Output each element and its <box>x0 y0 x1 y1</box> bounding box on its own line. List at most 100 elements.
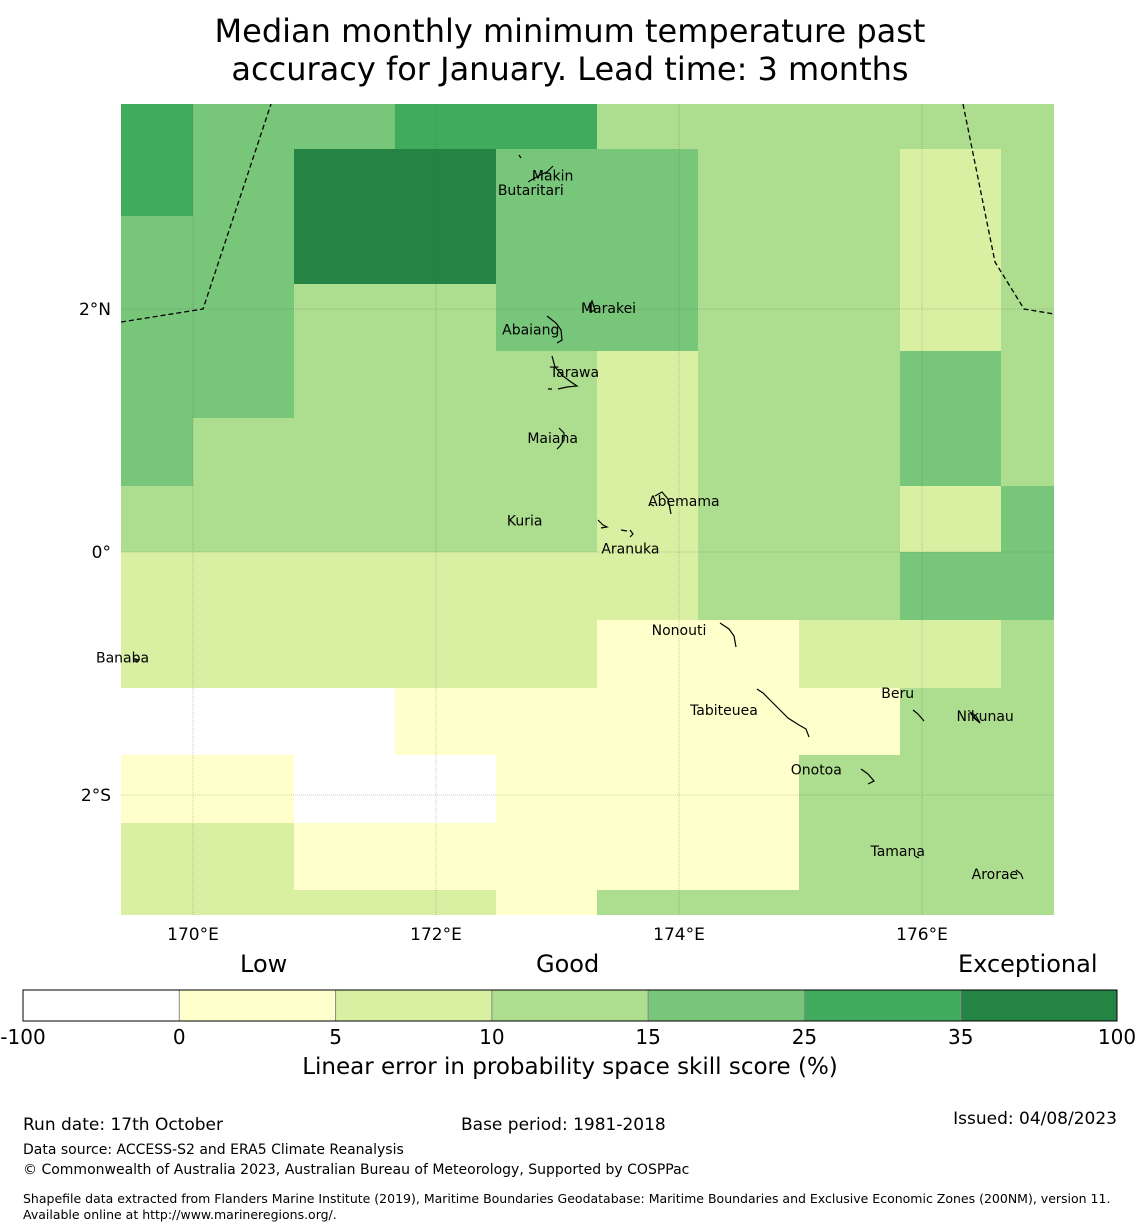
skill-cell <box>395 216 496 284</box>
skill-cell <box>698 149 799 216</box>
skill-cell <box>121 688 193 755</box>
skill-cell <box>496 486 597 552</box>
skill-cell <box>496 104 597 149</box>
skill-cell <box>900 552 1001 620</box>
colorbar-tick-label: 25 <box>792 1025 817 1049</box>
island-aranuka <box>620 529 634 538</box>
skill-cell <box>395 552 496 620</box>
colorbar-segment <box>648 990 805 1021</box>
island-tarawa <box>548 355 579 390</box>
colorbar-segment <box>335 990 492 1021</box>
skill-cell <box>496 149 597 216</box>
skill-cell <box>900 418 1001 486</box>
skill-cell <box>900 104 1001 149</box>
colorbar-tick-label: 15 <box>635 1025 660 1049</box>
y-tick-label: 2°N <box>79 300 111 320</box>
skill-cell <box>1001 418 1054 486</box>
skill-cell <box>597 418 698 486</box>
skill-cell <box>1001 284 1054 351</box>
legend-category-exceptional: Exceptional <box>958 950 1098 978</box>
skill-cell <box>799 688 900 755</box>
skill-cell <box>698 284 799 351</box>
skill-cell <box>1001 351 1054 418</box>
skill-cell <box>395 688 496 755</box>
place-label-maiana: Maiana <box>527 431 578 447</box>
skill-cell <box>496 284 597 351</box>
skill-cell <box>294 552 395 620</box>
skill-cell <box>799 284 900 351</box>
skill-cell <box>121 284 193 351</box>
skill-cell <box>900 149 1001 216</box>
skill-cell <box>121 351 193 418</box>
colorbar-tick-label: 100 <box>1098 1025 1136 1049</box>
skill-cell <box>597 620 698 688</box>
skill-cell <box>294 620 395 688</box>
skill-cell <box>121 486 193 552</box>
skill-cell <box>799 552 900 620</box>
skill-cell <box>294 418 395 486</box>
island-abemama <box>649 491 672 515</box>
island-maiana <box>556 427 565 450</box>
skill-grid <box>121 104 1054 915</box>
skill-cell <box>900 890 1001 915</box>
skill-cell <box>121 418 193 486</box>
skill-cell <box>193 149 294 216</box>
skill-cell <box>1001 755 1054 823</box>
skill-cell <box>395 823 496 890</box>
place-label-abemama: Abemama <box>648 494 720 510</box>
skill-cell <box>597 104 698 149</box>
coastlines <box>133 154 1024 880</box>
skill-cell <box>496 552 597 620</box>
skill-cell <box>698 486 799 552</box>
skill-cell <box>121 552 193 620</box>
skill-cell <box>294 284 395 351</box>
skill-cell <box>698 620 799 688</box>
skill-cell <box>294 823 395 890</box>
place-label-butaritari: Butaritari <box>498 183 564 199</box>
place-label-nonouti: Nonouti <box>652 623 707 639</box>
colorbar-tick-label: -100 <box>0 1025 45 1049</box>
skill-cell <box>597 688 698 755</box>
island-marakei <box>589 299 596 313</box>
skill-cell <box>698 755 799 823</box>
skill-cell <box>1001 486 1054 552</box>
island-abaiang <box>546 315 563 344</box>
shapefile-credit: Shapefile data extracted from Flanders M… <box>23 1191 1111 1222</box>
y-tick-label: 2°S <box>81 786 111 806</box>
eez-boundary <box>121 104 1054 323</box>
title-line-2: accuracy for January. Lead time: 3 month… <box>231 50 909 88</box>
place-label-kuria: Kuria <box>507 513 543 529</box>
skill-cell <box>900 620 1001 688</box>
island-onotoa <box>860 768 875 785</box>
skill-cell <box>1001 149 1054 216</box>
skill-cell <box>799 890 900 915</box>
skill-cell <box>395 418 496 486</box>
skill-cell <box>597 149 698 216</box>
place-label-aranuka: Aranuka <box>601 541 659 557</box>
skill-cell <box>294 104 395 149</box>
skill-cell <box>193 755 294 823</box>
skill-cell <box>597 486 698 552</box>
skill-cell <box>395 149 496 216</box>
skill-cell <box>121 755 193 823</box>
island-arorae <box>1015 869 1024 880</box>
data-source: Data source: ACCESS-S2 and ERA5 Climate … <box>23 1142 404 1158</box>
skill-cell <box>121 149 193 216</box>
skill-cell <box>193 418 294 486</box>
skill-cell <box>395 284 496 351</box>
skill-cell <box>900 486 1001 552</box>
skill-cell <box>1001 104 1054 149</box>
skill-cell <box>799 104 900 149</box>
island-banaba <box>133 658 141 663</box>
skill-cell <box>698 104 799 149</box>
eez-line-east <box>962 104 1054 315</box>
place-label-makin: Makin <box>532 168 574 184</box>
colorbar-segment <box>804 990 961 1021</box>
skill-cell <box>597 216 698 284</box>
graticule <box>121 104 1054 915</box>
colorbar-segment <box>179 990 336 1021</box>
place-label-abaiang: Abaiang <box>502 323 559 339</box>
island-beru <box>912 709 925 722</box>
place-label-marakei: Marakei <box>581 301 636 317</box>
colorbar <box>23 990 1117 1021</box>
